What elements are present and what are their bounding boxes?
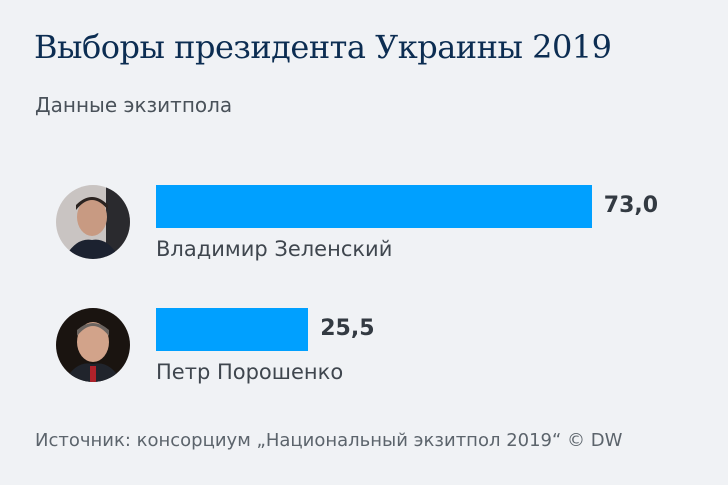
category-label: Петр Порошенко <box>156 360 344 384</box>
avatar-zelensky <box>56 185 130 259</box>
bar <box>156 308 309 351</box>
data-label: 25,5 <box>320 316 375 341</box>
bar <box>156 185 592 228</box>
chart-title: Выборы президента Украины 2019 <box>34 28 612 66</box>
data-label: 73,0 <box>603 193 659 218</box>
avatar-poroshenko <box>56 308 130 382</box>
chart-subtitle: Данные экзитпола <box>35 93 233 117</box>
category-label: Владимир Зеленский <box>156 237 393 261</box>
source-note: Источник: консорциум „Национальный экзит… <box>35 430 623 451</box>
